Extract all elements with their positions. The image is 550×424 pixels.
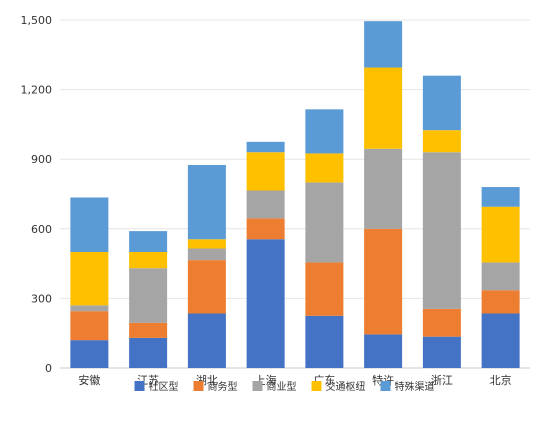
bar-segment: [305, 182, 344, 263]
y-tick-label: 900: [31, 153, 52, 166]
bar-segment: [70, 197, 109, 252]
legend-item: 商业型: [252, 380, 297, 393]
y-tick-label: 600: [31, 223, 52, 236]
bar-segment: [246, 218, 285, 240]
bar-segment: [481, 206, 520, 263]
bar-segment: [422, 308, 461, 337]
legend-swatch: [380, 381, 391, 391]
legend-swatch: [252, 381, 263, 391]
bar-segment: [129, 231, 168, 252]
bar-segment: [246, 239, 285, 368]
bar-segment: [70, 340, 109, 368]
legend-item: 特殊渠道: [380, 380, 435, 393]
legend-label: 特殊渠道: [395, 380, 435, 393]
bar-segment: [187, 260, 226, 314]
legend-label: 商业型: [267, 380, 297, 393]
bar-segment: [481, 313, 520, 368]
bar-segment: [305, 262, 344, 316]
y-tick-label: 1,500: [21, 14, 53, 27]
bar-segment: [187, 313, 226, 368]
bar-segment: [422, 336, 461, 368]
bar-stack: [481, 187, 520, 368]
bar-stack: [246, 141, 285, 368]
legend-swatch: [134, 381, 145, 391]
bar-segment: [129, 268, 168, 323]
bar-segment: [364, 67, 403, 149]
bar-segment: [129, 337, 168, 368]
y-tick-label: 0: [45, 362, 52, 375]
y-tick-label: 300: [31, 292, 52, 305]
y-tick-label: 1,200: [21, 84, 53, 97]
bar-stack: [129, 231, 168, 368]
bar-segment: [187, 239, 226, 249]
x-tick-label: 浙江: [431, 374, 453, 387]
bar-stack: [187, 165, 226, 368]
legend-label: 交通枢纽: [326, 380, 366, 393]
legend-swatch: [193, 381, 204, 391]
legend-item: 商务型: [193, 380, 238, 393]
bar-segment: [364, 334, 403, 368]
x-tick-label: 北京: [490, 373, 512, 387]
bar-segment: [305, 109, 344, 154]
legend-swatch: [311, 381, 322, 391]
bar-segment: [70, 305, 109, 312]
bar-segment: [246, 152, 285, 191]
bar-stack: [364, 21, 403, 368]
bar-segment: [481, 187, 520, 207]
bar-segment: [422, 152, 461, 309]
legend-item: 社区型: [134, 380, 179, 393]
bars: [70, 21, 520, 368]
bar-segment: [422, 130, 461, 153]
legend: 社区型 商务型 商业型 交通枢纽 特殊渠道: [134, 380, 435, 393]
bar-segment: [246, 141, 285, 153]
bar-segment: [305, 315, 344, 368]
bar-stack: [422, 75, 461, 368]
legend-label: 商务型: [208, 380, 238, 393]
bar-stack: [70, 197, 109, 368]
bar-segment: [364, 148, 403, 229]
bar-segment: [187, 248, 226, 261]
bar-segment: [422, 75, 461, 131]
legend-item: 交通枢纽: [311, 380, 366, 393]
y-axis: 0 300 600 900 1,200 1,500: [21, 14, 53, 375]
bar-segment: [364, 228, 403, 335]
legend-label: 社区型: [149, 380, 179, 393]
x-tick-label: 安徽: [78, 373, 100, 387]
bar-segment: [70, 311, 109, 341]
bar-segment: [129, 322, 168, 338]
bar-segment: [364, 21, 403, 68]
bar-segment: [481, 262, 520, 291]
bar-segment: [481, 290, 520, 314]
bar-segment: [246, 190, 285, 219]
bar-stack: [305, 109, 344, 368]
bar-segment: [187, 165, 226, 240]
bar-segment: [129, 252, 168, 269]
bar-segment: [305, 153, 344, 183]
bar-segment: [70, 252, 109, 306]
